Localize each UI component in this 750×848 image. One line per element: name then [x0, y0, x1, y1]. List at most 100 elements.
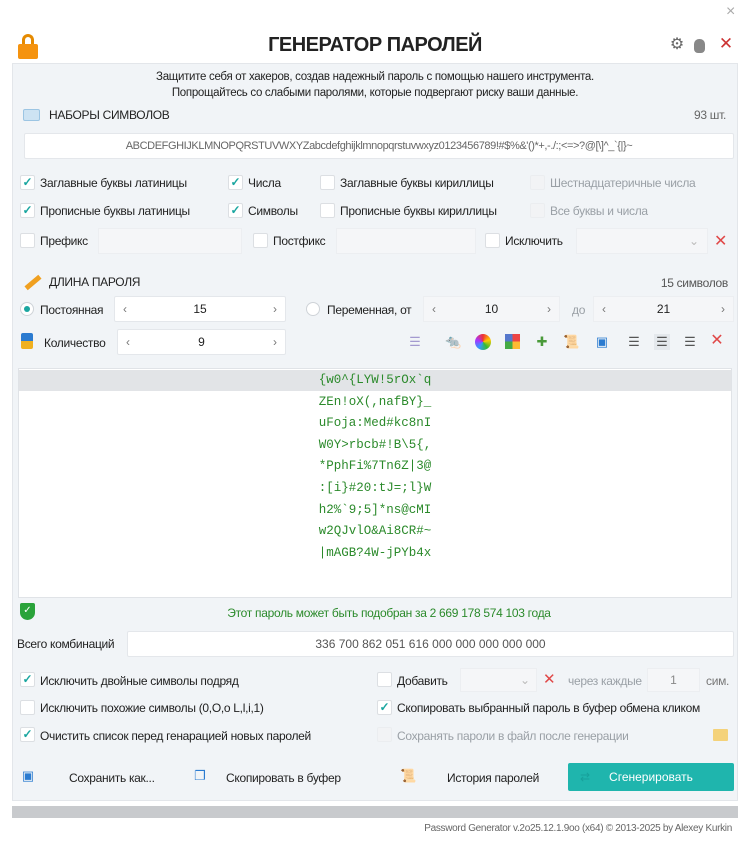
page-title: ГЕНЕРАТОР ПАРОЛЕЙ: [268, 34, 482, 56]
save-icon[interactable]: ▣: [595, 334, 609, 349]
footer-version: Password Generator v.2o25.12.1.9oo (x64)…: [424, 823, 732, 834]
tools-icon[interactable]: ✕: [718, 34, 734, 53]
constant-value: 15: [193, 302, 207, 316]
owl-icon[interactable]: [694, 39, 705, 53]
label-constant: Постоянная: [40, 303, 104, 317]
password-row[interactable]: |mAGB?4W-jPYb4x: [318, 545, 432, 560]
label-combinations: Всего комбинаций: [17, 637, 115, 651]
checkbox-numbers[interactable]: ✓: [228, 175, 243, 190]
label-cyr-upper: Заглавные буквы кириллицы: [340, 176, 494, 190]
label-clear-list: Очистить список перед генарацией новых п…: [40, 729, 311, 743]
postfix-input[interactable]: [336, 228, 476, 254]
align-left-icon[interactable]: ☰: [628, 334, 640, 349]
charset-input[interactable]: ABCDEFGHIJKLMNOPQRSTUVWXYZabcdefghijklmn…: [24, 133, 734, 159]
strength-text: Этот пароль может быть подобран за 2 669…: [227, 606, 551, 620]
checkbox-no-doubles[interactable]: ✓: [20, 672, 35, 687]
password-row[interactable]: W0Y>rbcb#!B\5{,: [318, 437, 432, 452]
label-every: через каждые: [568, 674, 642, 688]
decrement-button[interactable]: ‹: [123, 302, 127, 316]
label-no-similar: Исключить похожие символы (0,O,o L,l,i,1…: [40, 701, 264, 715]
checkbox-latin-upper[interactable]: ✓: [20, 175, 35, 190]
password-row[interactable]: :[i}#20:tJ=;l}W: [318, 481, 432, 495]
label-all: Все буквы и числа: [550, 204, 648, 218]
radio-variable[interactable]: [306, 302, 320, 316]
save-as-button[interactable]: ▣ Сохранить как...: [18, 766, 218, 790]
checkbox-copy-click[interactable]: ✓: [377, 700, 392, 715]
add-select[interactable]: ⌄: [460, 668, 537, 692]
password-row[interactable]: {w0^{LYW!5rOx`q: [318, 373, 432, 387]
constant-stepper[interactable]: ‹ 15 ›: [114, 296, 286, 322]
checkbox-exclude[interactable]: [485, 233, 500, 248]
prefix-input[interactable]: [98, 228, 242, 254]
checkbox-latin-lower[interactable]: ✓: [20, 203, 35, 218]
label-latin-lower: Прописные буквы латиницы: [40, 204, 190, 218]
color-wheel-icon[interactable]: [475, 334, 491, 350]
label-no-doubles: Исключить двойные символы подряд: [40, 674, 239, 688]
copy-button[interactable]: ❐ Скопировать в буфер: [190, 766, 360, 790]
checkbox-postfix[interactable]: [253, 233, 268, 248]
copy-label: Скопировать в буфер: [226, 771, 341, 785]
clear-exclude-icon[interactable]: ✕: [714, 233, 728, 250]
checkbox-no-similar[interactable]: [20, 700, 35, 715]
align-center-icon[interactable]: ☰: [654, 334, 670, 350]
checkbox-add[interactable]: [377, 672, 392, 687]
label-hex: Шестнадцатеричные числа: [550, 176, 696, 190]
close-window-button[interactable]: ×: [726, 3, 736, 20]
mouse-icon[interactable]: 🐀: [445, 334, 462, 349]
generate-button[interactable]: ⇄ Сгенерировать: [568, 763, 734, 791]
radio-constant[interactable]: [20, 302, 34, 316]
clear-list-icon[interactable]: ✕: [710, 332, 724, 349]
checkbox-save-file[interactable]: [377, 727, 392, 742]
checkbox-prefix[interactable]: [20, 233, 35, 248]
label-chars: сим.: [706, 674, 730, 688]
clear-add-icon[interactable]: ✕: [543, 671, 556, 688]
label-to: до: [572, 303, 586, 317]
from-stepper[interactable]: ‹ 10 ›: [423, 296, 560, 322]
history-button[interactable]: 📜 История паролей: [398, 766, 548, 790]
every-input[interactable]: 1: [647, 668, 700, 692]
subtitle-line-1: Защитите себя от хакеров, создав надежны…: [156, 71, 594, 83]
password-row[interactable]: w2QJvlO&Ai8CR#~: [318, 524, 432, 539]
checkbox-cyr-upper[interactable]: [320, 175, 335, 190]
shield-icon: ✓: [20, 603, 35, 620]
charsets-count: 93 шт.: [693, 108, 726, 122]
password-list[interactable]: [18, 368, 732, 598]
folder-icon[interactable]: [713, 729, 728, 741]
length-summary: 15 символов: [660, 276, 728, 290]
password-row[interactable]: uFoja:Med#kc8nI: [318, 416, 432, 431]
copy-icon: ❐: [194, 768, 206, 783]
label-postfix: Постфикс: [273, 234, 326, 248]
gear-icon[interactable]: ⚙: [669, 36, 685, 53]
label-prefix: Префикс: [40, 234, 88, 248]
label-cyr-lower: Прописные буквы кириллицы: [340, 204, 497, 218]
scroll-icon[interactable]: 📜: [563, 334, 580, 349]
checkbox-hex[interactable]: [530, 175, 545, 190]
checkbox-all[interactable]: [530, 203, 545, 218]
quantity-icon: [21, 333, 33, 349]
save-icon: ▣: [21, 768, 35, 783]
checkbox-symbols[interactable]: ✓: [228, 203, 243, 218]
checkbox-clear-list[interactable]: ✓: [20, 727, 35, 742]
lock-icon: [18, 34, 38, 59]
checkbox-cyr-lower[interactable]: [320, 203, 335, 218]
combinations-value: 336 700 862 051 616 000 000 000 000 000: [127, 631, 734, 657]
list-key-icon[interactable]: ☰: [409, 334, 421, 349]
label-save-file: Сохранять пароли в файл после генерации: [397, 729, 629, 743]
password-row[interactable]: *PphFi%7Tn6Z|3@: [318, 459, 432, 474]
align-right-icon[interactable]: ☰: [684, 334, 696, 349]
palette-grid-icon[interactable]: [505, 334, 520, 349]
password-row[interactable]: h2%`9;5]*ns@cMI: [318, 502, 432, 517]
label-exclude: Исключить: [505, 234, 563, 248]
to-value: 21: [656, 302, 671, 316]
keyboard-icon: [23, 109, 40, 121]
quantity-stepper[interactable]: ‹ 9 ›: [117, 329, 286, 355]
label-latin-upper: Заглавные буквы латиницы: [40, 176, 187, 190]
exclude-select[interactable]: ⌄: [576, 228, 708, 254]
to-stepper[interactable]: ‹ 21 ›: [593, 296, 734, 322]
length-title: ДЛИНА ПАРОЛЯ: [49, 275, 141, 289]
subtitle-line-2: Попрощайтесь со слабыми паролями, которы…: [171, 87, 579, 99]
chevron-down-icon: ⌄: [688, 234, 699, 248]
puzzle-icon[interactable]: ✚: [536, 334, 548, 349]
password-row[interactable]: ZEn!oX(,nafBY}_: [318, 394, 432, 409]
increment-button[interactable]: ›: [272, 302, 277, 316]
